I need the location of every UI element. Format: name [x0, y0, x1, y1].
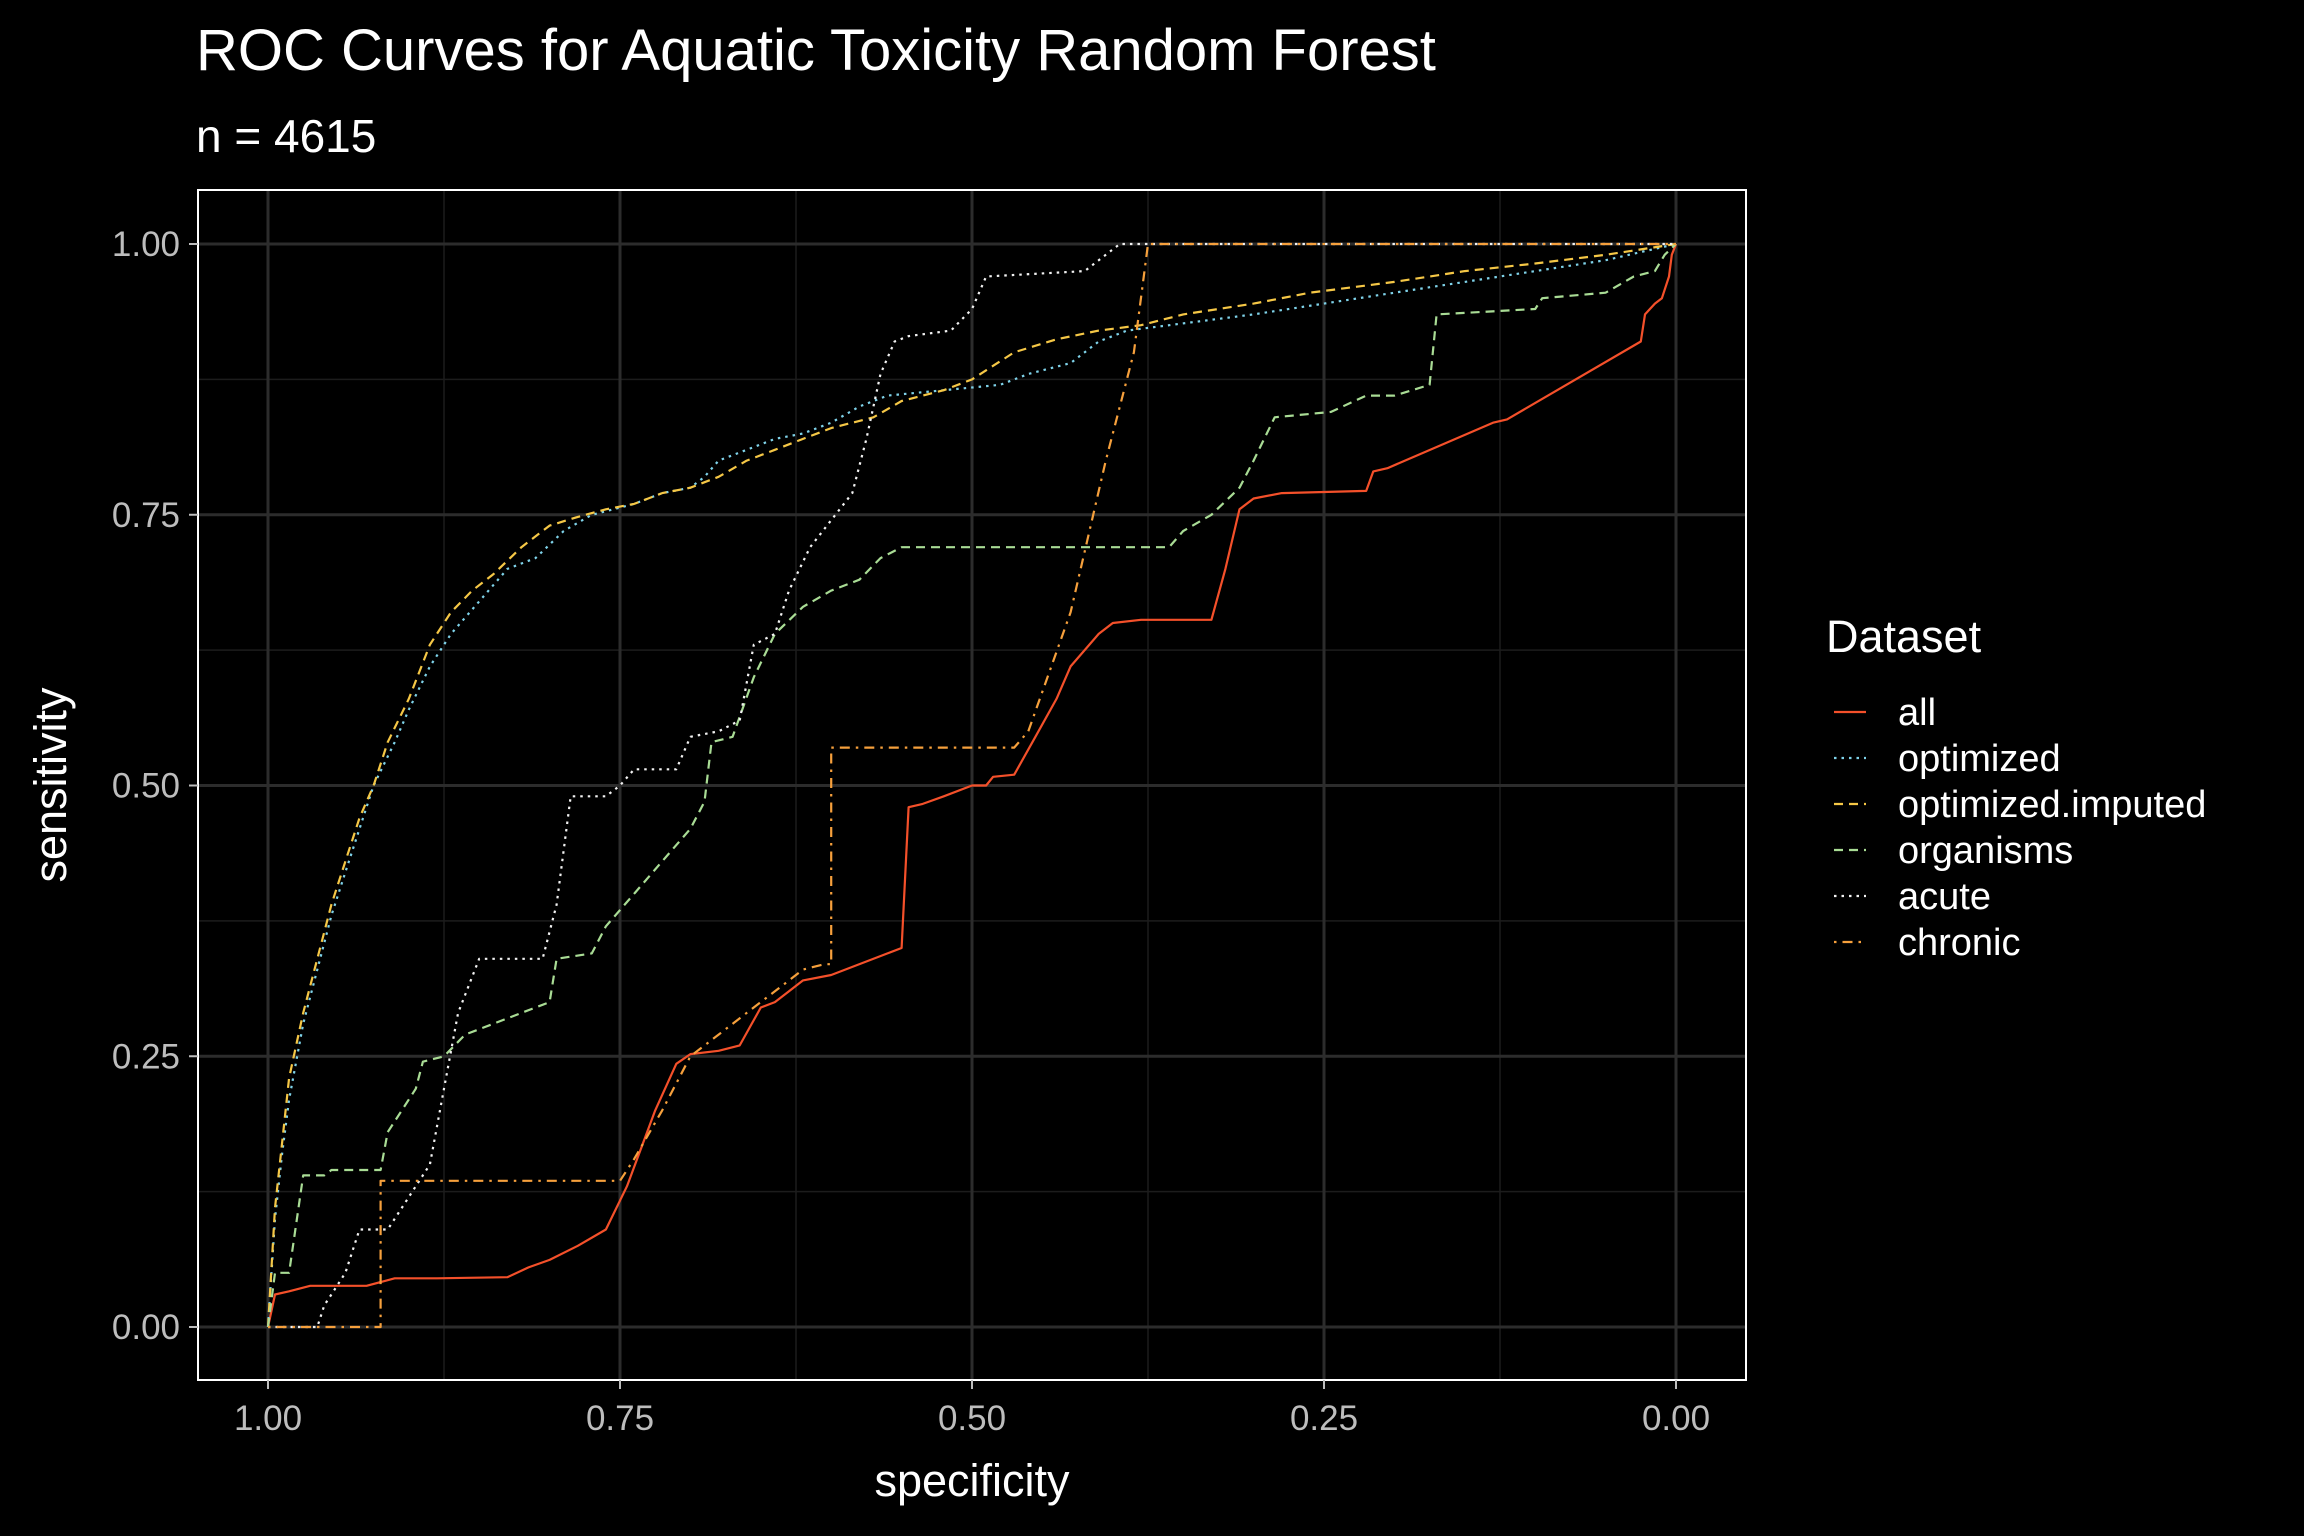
legend-label: chronic	[1898, 922, 2021, 964]
y-axis-title: sensitivity	[25, 687, 76, 883]
legend-title: Dataset	[1826, 611, 1982, 662]
series-line-all	[266, 243, 1678, 1328]
legend-label: optimized	[1898, 738, 2061, 780]
legend-label: acute	[1898, 876, 1991, 918]
x-axis-title: specificity	[874, 1455, 1070, 1506]
y-tick-label: 0.75	[112, 496, 180, 535]
series-line-optimized	[266, 242, 1677, 1328]
series-line-chronic	[268, 242, 1676, 1329]
legend: Dataset all optimizedoptimized.imputedorg…	[1826, 611, 2206, 964]
y-tick-label: 0.50	[112, 767, 180, 806]
y-axis: 0.00 0.25 0.50 0.75 1.00	[112, 225, 198, 1347]
chart-title: ROC Curves for Aquatic Toxicity Random F…	[196, 18, 1436, 83]
legend-label: organisms	[1898, 830, 2073, 872]
x-tick-label: 0.00	[1642, 1399, 1710, 1438]
series-line-acute	[268, 242, 1676, 1329]
series-layer	[266, 242, 1678, 1329]
x-tick-label: 1.00	[234, 1399, 302, 1438]
y-tick-label: 0.00	[112, 1308, 180, 1347]
x-tick-label: 0.50	[938, 1399, 1006, 1438]
series-line-organisms	[266, 243, 1677, 1328]
legend-label: all	[1898, 692, 1936, 734]
x-tick-label: 0.25	[1290, 1399, 1358, 1438]
x-axis: 1.00 0.75 0.50 0.25 0.00	[234, 1380, 1710, 1438]
series-line-optimized-imputed	[266, 242, 1677, 1328]
chart-subtitle: n = 4615	[196, 110, 376, 162]
y-tick-label: 0.25	[112, 1037, 180, 1076]
y-tick-label: 1.00	[112, 225, 180, 264]
legend-label: optimized.imputed	[1898, 784, 2206, 826]
x-tick-label: 0.75	[586, 1399, 654, 1438]
